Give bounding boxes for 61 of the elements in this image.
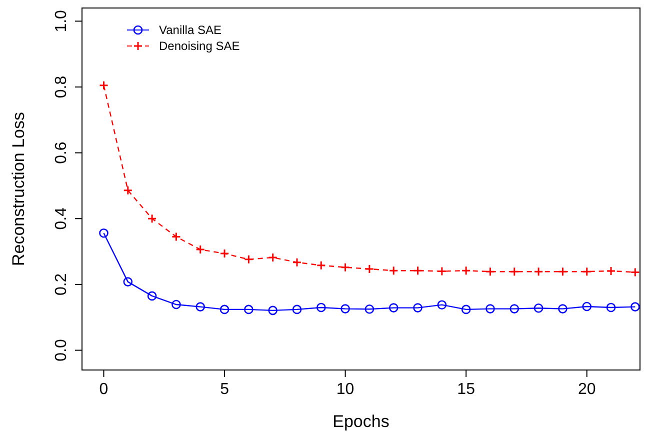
point: [630, 302, 640, 312]
point: [268, 306, 278, 316]
x-tick-label: 10: [336, 381, 354, 398]
point: [123, 186, 133, 196]
y-tick-label: 0.0: [53, 339, 70, 362]
point: [244, 254, 254, 264]
point: [413, 266, 423, 276]
point: [244, 304, 254, 314]
point: [196, 302, 206, 312]
legend-label: Denoising SAE: [159, 39, 240, 53]
point: [147, 291, 157, 301]
point: [220, 248, 230, 258]
legend-label: Vanilla SAE: [159, 23, 222, 37]
point: [558, 304, 568, 314]
point: [99, 228, 108, 238]
point: [98, 80, 108, 90]
point: [534, 266, 544, 276]
point: [268, 252, 278, 262]
point: [220, 304, 230, 314]
point: [461, 304, 471, 314]
point: [510, 266, 520, 276]
point: [292, 304, 302, 314]
point: [388, 303, 398, 312]
point: [485, 266, 495, 276]
y-tick-label: 0.4: [53, 207, 70, 230]
point: [364, 304, 374, 314]
point: [147, 214, 157, 224]
point: [171, 232, 181, 242]
y-axis-title: Reconstruction Loss: [9, 112, 28, 266]
point: [172, 300, 181, 310]
point: [606, 302, 616, 312]
point: [534, 303, 544, 313]
point: [413, 303, 422, 312]
point: [340, 262, 350, 272]
y-tick-label: 0.6: [53, 142, 70, 164]
x-tick-label: 20: [578, 381, 596, 398]
x-axis-title: Epochs: [332, 412, 390, 431]
point: [196, 244, 206, 254]
point: [510, 304, 520, 314]
point: [340, 304, 350, 314]
y-tick-label: 1.0: [53, 10, 70, 32]
point: [486, 304, 495, 314]
y-tick-label: 0.2: [53, 273, 70, 296]
x-tick-label: 15: [457, 381, 476, 398]
point: [461, 266, 471, 276]
point: [388, 266, 398, 276]
x-tick-label: 0: [99, 381, 108, 398]
point: [630, 268, 640, 278]
point: [292, 258, 302, 268]
point: [437, 300, 447, 310]
point: [437, 266, 447, 276]
point: [558, 266, 568, 276]
point: [582, 266, 592, 276]
point: [316, 302, 326, 312]
point: [582, 302, 592, 312]
point: [606, 266, 616, 276]
x-tick-label: 5: [220, 381, 230, 398]
point: [364, 264, 374, 274]
point: [316, 260, 326, 270]
y-tick-label: 0.8: [53, 76, 70, 98]
point: [123, 277, 133, 286]
